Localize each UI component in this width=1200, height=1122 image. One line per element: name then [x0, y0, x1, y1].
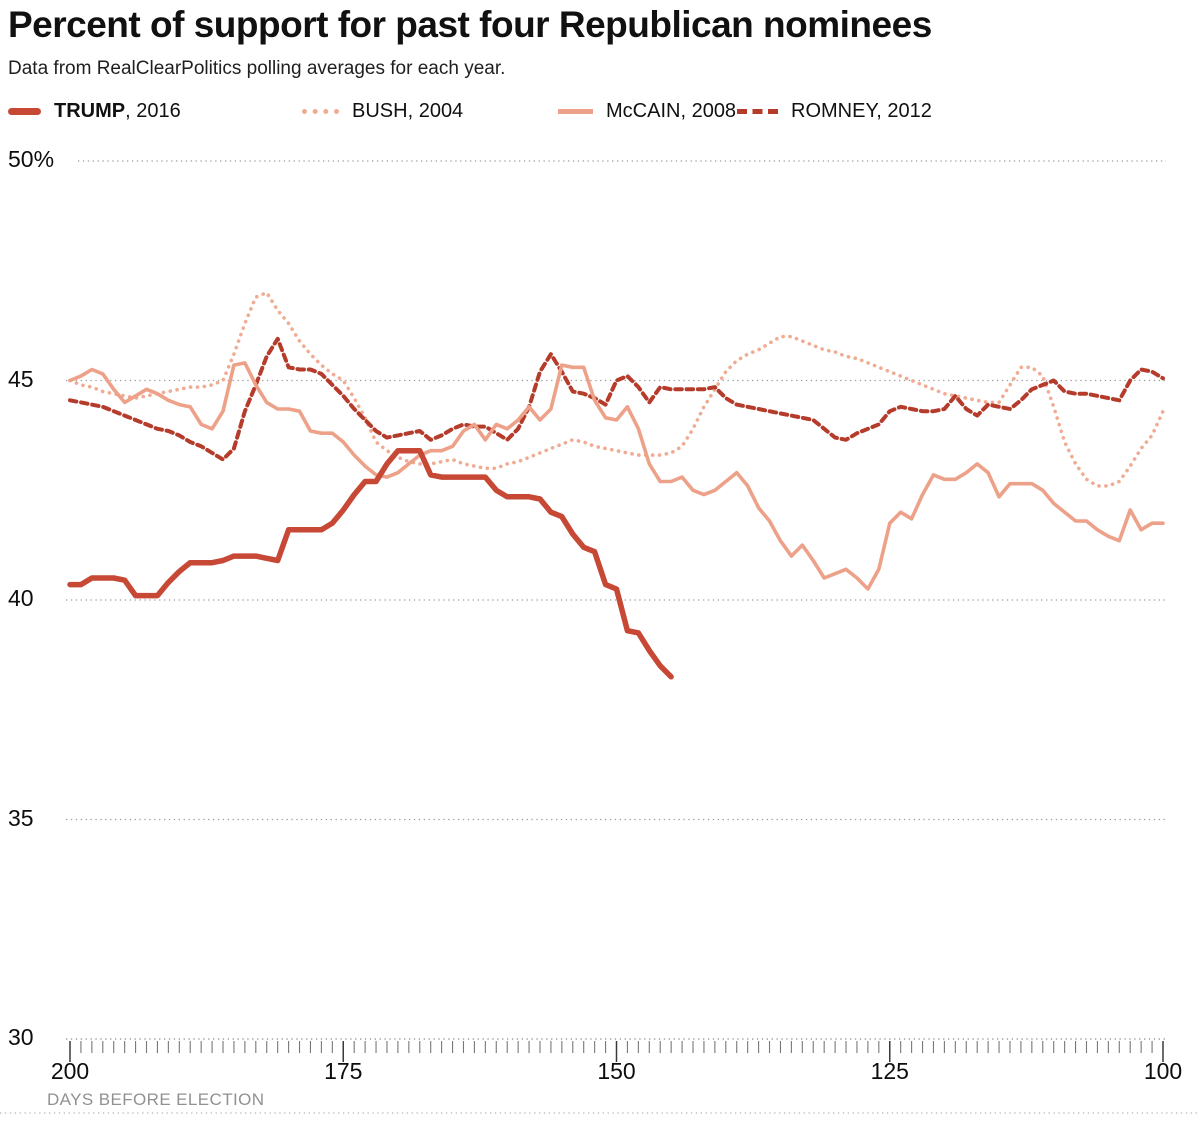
x-axis-label-125: 125 [870, 1058, 909, 1084]
x-axis-label-150: 150 [597, 1058, 636, 1084]
page-subtitle: Data from RealClearPolitics polling aver… [8, 58, 506, 79]
series-line-trump [67, 447, 674, 680]
legend-label: McCAIN, 2008 [606, 99, 737, 122]
y-axis-label-30: 30 [8, 1024, 34, 1050]
legend-item-romney: ROMNEY, 2012 [737, 97, 932, 125]
y-axis-label-40: 40 [8, 585, 34, 611]
chart-legend: TRUMP, 2016 BUSH, 2004 McCAIN, 2008 ROMNEY,… [0, 97, 1200, 125]
x-axis-ruler-ticks [69, 1041, 1164, 1062]
series-line-mccain [68, 361, 1165, 591]
legend-label: TRUMP, 2016 [54, 99, 181, 122]
legend-swatch-dashed-icon [737, 108, 778, 114]
page-title: Percent of support for past four Republi… [8, 4, 932, 45]
series-line-romney [68, 336, 1165, 462]
y-axis-label-35: 35 [8, 804, 34, 831]
series-line-bush [68, 290, 1165, 488]
legend-label: ROMNEY, 2012 [791, 99, 932, 122]
legend-item-trump: TRUMP, 2016 [8, 97, 181, 125]
legend-label: BUSH, 2004 [352, 99, 464, 122]
legend-swatch-solid-thick-icon [8, 107, 41, 115]
legend-item-mccain: McCAIN, 2008 [558, 97, 736, 125]
legend-item-bush: BUSH, 2004 [302, 97, 463, 125]
x-axis-label-100: 100 [1143, 1058, 1183, 1084]
legend-swatch-solid-icon [558, 108, 593, 114]
x-axis-caption: DAYS BEFORE ELECTION [47, 1090, 265, 1109]
x-axis-label-175: 175 [324, 1058, 363, 1084]
y-axis-label-45: 45 [8, 365, 34, 392]
legend-swatch-dotted-icon [302, 108, 339, 114]
y-axis-label-50: 50% [8, 146, 55, 172]
x-axis-label-200: 200 [50, 1058, 90, 1084]
